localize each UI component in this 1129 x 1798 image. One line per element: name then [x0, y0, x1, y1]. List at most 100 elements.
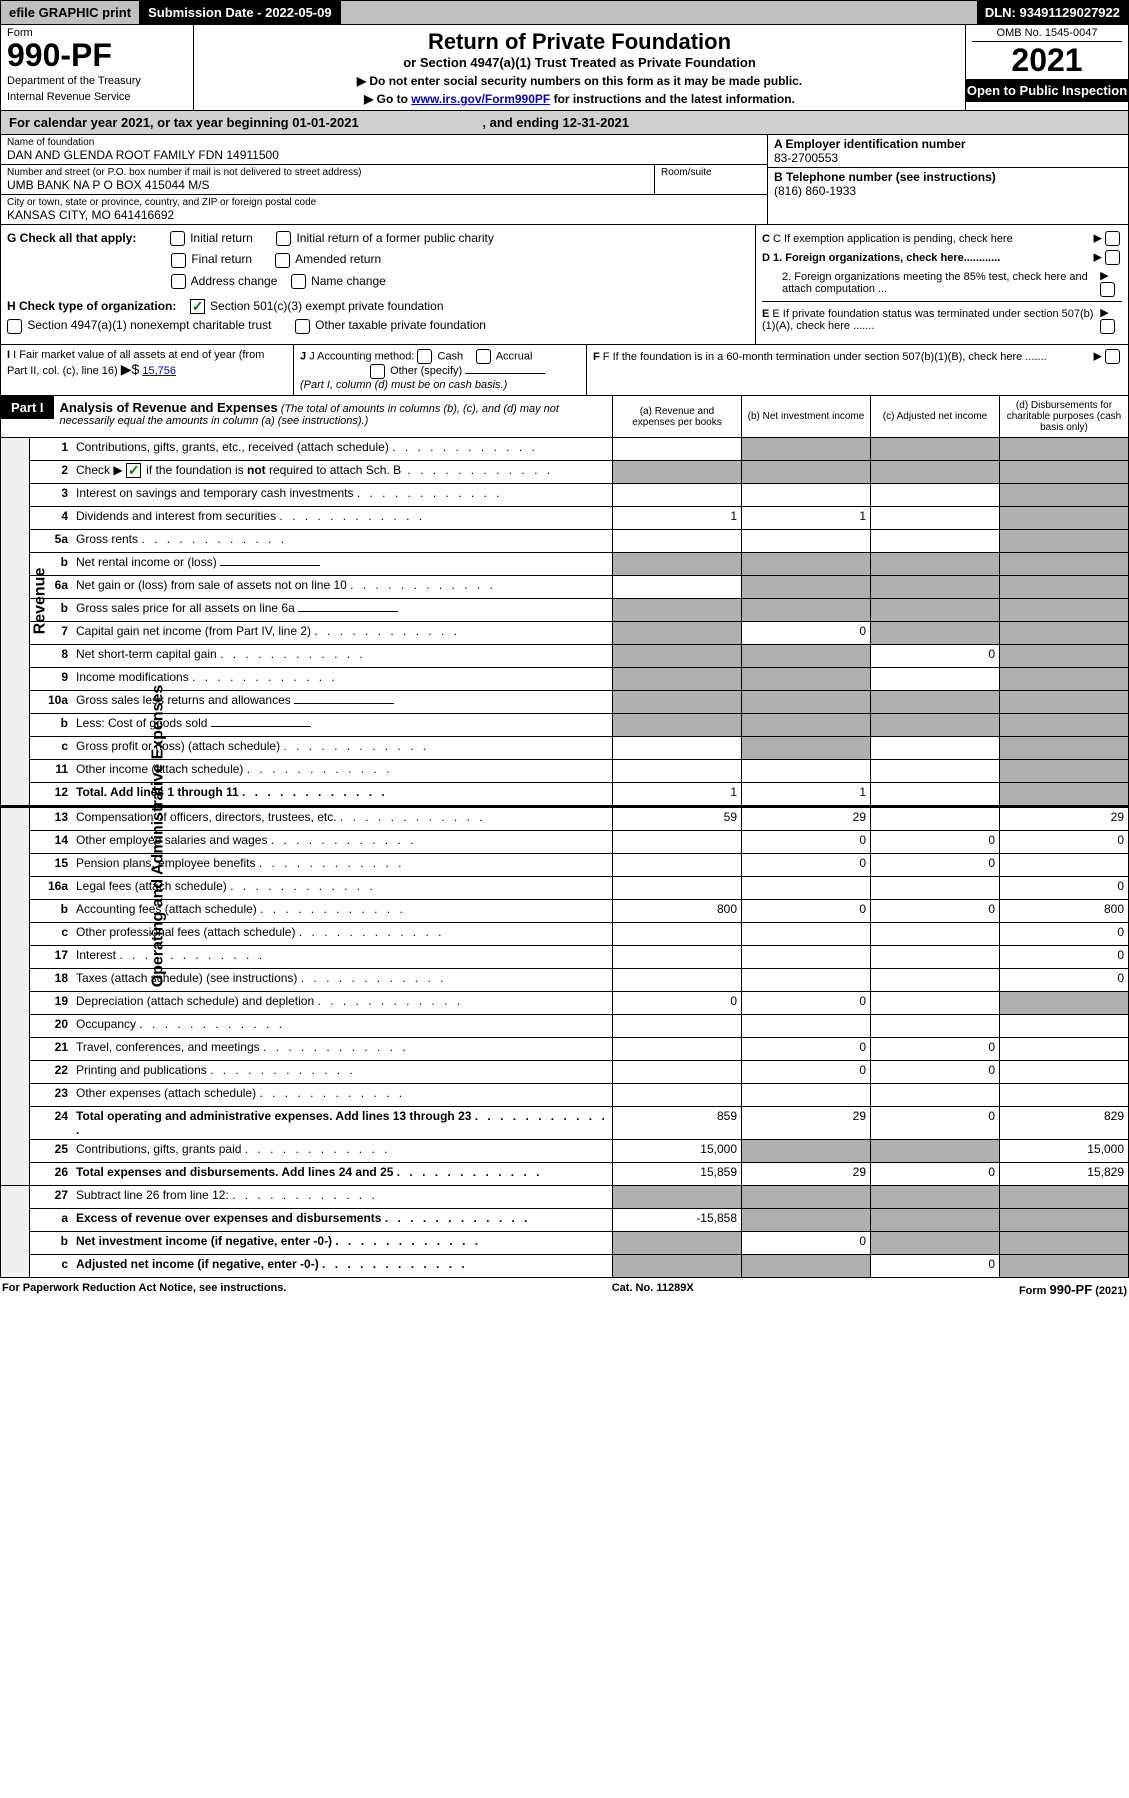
cb-e[interactable]	[1100, 319, 1115, 334]
cb-final-return[interactable]	[171, 253, 186, 268]
amount-cell: 15,859	[612, 1163, 741, 1185]
cb-d1[interactable]	[1105, 250, 1120, 265]
line-number: 15	[30, 854, 72, 876]
footer-center: Cat. No. 11289X	[612, 1282, 694, 1297]
amount-cell	[870, 992, 999, 1014]
irs-link[interactable]: www.irs.gov/Form990PF	[411, 92, 550, 106]
amount-cell	[870, 484, 999, 506]
line-row: bAccounting fees (attach schedule) 80000…	[30, 900, 1128, 923]
h-label: H Check type of organization:	[7, 299, 176, 313]
line-description: Gross rents	[72, 530, 612, 552]
cb-cash[interactable]	[417, 349, 432, 364]
line-row: bNet investment income (if negative, ent…	[30, 1232, 1128, 1255]
omb-number: OMB No. 1545-0047	[972, 27, 1122, 42]
amount-cell	[999, 1232, 1128, 1254]
amount-cell: 0	[741, 622, 870, 644]
line-row: 11Other income (attach schedule)	[30, 760, 1128, 783]
line-description: Adjusted net income (if negative, enter …	[72, 1255, 612, 1277]
line-row: cOther professional fees (attach schedul…	[30, 923, 1128, 946]
amount-cell	[999, 714, 1128, 736]
line-number: 22	[30, 1061, 72, 1083]
amount-cell	[612, 484, 741, 506]
amount-cell	[999, 1084, 1128, 1106]
amount-cell	[741, 923, 870, 945]
submission-date: Submission Date - 2022-05-09	[140, 1, 341, 24]
cb-d2[interactable]	[1100, 282, 1115, 297]
line-number: 8	[30, 645, 72, 667]
line-number: 1	[30, 438, 72, 460]
line-row: 22Printing and publications 00	[30, 1061, 1128, 1084]
d1-label: D 1. Foreign organizations, check here..…	[762, 252, 1000, 264]
amount-cell	[741, 668, 870, 690]
amount-cell	[612, 1084, 741, 1106]
amount-cell	[741, 969, 870, 991]
line-number: 5a	[30, 530, 72, 552]
line-row: 13Compensation of officers, directors, t…	[30, 808, 1128, 831]
amount-cell	[999, 553, 1128, 575]
amount-cell	[741, 691, 870, 713]
amount-cell	[999, 1015, 1128, 1037]
amount-cell	[870, 1015, 999, 1037]
amount-cell: 0	[741, 992, 870, 1014]
amount-cell	[870, 530, 999, 552]
cb-sch-b[interactable]	[126, 463, 141, 478]
amount-cell	[741, 645, 870, 667]
amount-cell	[870, 1232, 999, 1254]
line-description: Travel, conferences, and meetings	[72, 1038, 612, 1060]
phone-label: B Telephone number (see instructions)	[774, 170, 1122, 184]
cb-initial-former[interactable]	[276, 231, 291, 246]
address: UMB BANK NA P O BOX 415044 M/S	[7, 178, 648, 192]
calendar-year-row: For calendar year 2021, or tax year begi…	[0, 111, 1129, 135]
line-description: Total expenses and disbursements. Add li…	[72, 1163, 612, 1185]
line-number: 21	[30, 1038, 72, 1060]
cb-amended[interactable]	[275, 253, 290, 268]
cb-accrual[interactable]	[476, 349, 491, 364]
cb-initial-return[interactable]	[170, 231, 185, 246]
amount-cell: 0	[999, 946, 1128, 968]
amount-cell: 15,000	[999, 1140, 1128, 1162]
line-number: 11	[30, 760, 72, 782]
line-description: Other expenses (attach schedule)	[72, 1084, 612, 1106]
line-row: 16aLegal fees (attach schedule) 0	[30, 877, 1128, 900]
efile-label[interactable]: efile GRAPHIC print	[1, 1, 140, 24]
line-description: Net gain or (loss) from sale of assets n…	[72, 576, 612, 598]
amount-cell	[741, 1084, 870, 1106]
amount-cell	[999, 507, 1128, 529]
amount-cell	[612, 622, 741, 644]
amount-cell	[999, 783, 1128, 805]
cb-4947[interactable]	[7, 319, 22, 334]
checkbox-section: G Check all that apply: Initial return I…	[0, 225, 1129, 345]
footer-right: Form 990-PF (2021)	[1019, 1282, 1127, 1297]
line-row: cAdjusted net income (if negative, enter…	[30, 1255, 1128, 1277]
cb-f[interactable]	[1105, 349, 1120, 364]
cb-name-change[interactable]	[291, 274, 306, 289]
amount-cell	[612, 714, 741, 736]
cb-other-method[interactable]	[370, 364, 385, 379]
line-number: 19	[30, 992, 72, 1014]
cb-c[interactable]	[1105, 231, 1120, 246]
amount-cell	[741, 438, 870, 460]
amount-cell	[741, 737, 870, 759]
amount-cell	[612, 530, 741, 552]
line-description: Total operating and administrative expen…	[72, 1107, 612, 1139]
amount-cell	[870, 668, 999, 690]
line-description: Net rental income or (loss)	[72, 553, 612, 575]
line-description: Capital gain net income (from Part IV, l…	[72, 622, 612, 644]
amount-cell	[741, 461, 870, 483]
amount-cell: 0	[741, 831, 870, 853]
amount-cell	[999, 1209, 1128, 1231]
footer-left: For Paperwork Reduction Act Notice, see …	[2, 1282, 286, 1297]
cb-address-change[interactable]	[171, 274, 186, 289]
line-number: b	[30, 900, 72, 922]
line-row: 14Other employee salaries and wages 000	[30, 831, 1128, 854]
amount-cell	[612, 1061, 741, 1083]
dln: DLN: 93491129027922	[977, 1, 1128, 24]
amount-cell	[999, 1038, 1128, 1060]
amount-cell: 0	[741, 1038, 870, 1060]
cb-501c3[interactable]	[190, 299, 205, 314]
amount-cell	[741, 530, 870, 552]
amount-cell	[870, 507, 999, 529]
cb-other-taxable[interactable]	[295, 319, 310, 334]
line-row: 17Interest 0	[30, 946, 1128, 969]
amount-cell	[870, 714, 999, 736]
